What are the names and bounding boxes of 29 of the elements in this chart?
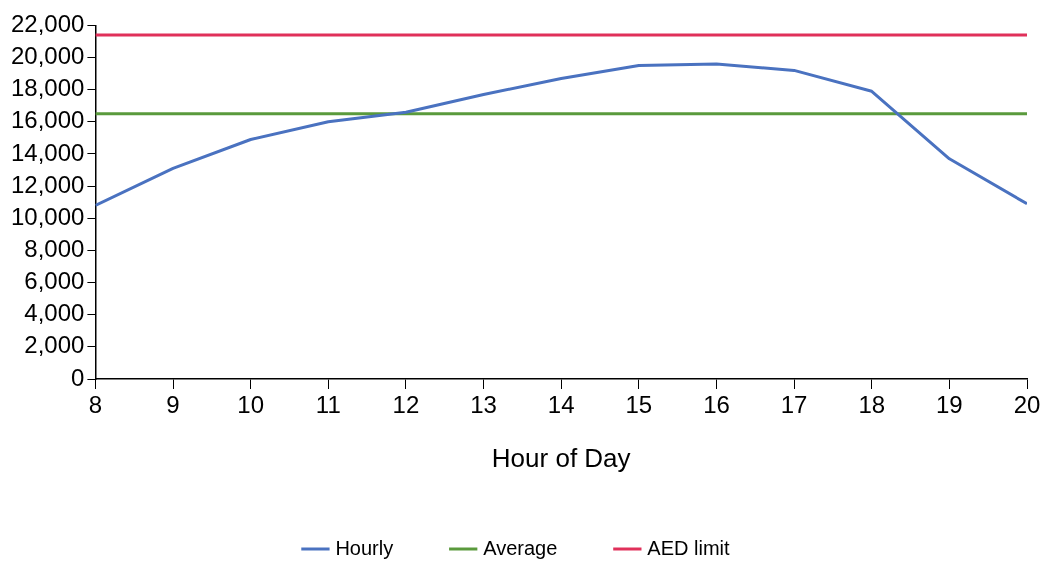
y-tick-label: 22,000	[11, 10, 85, 38]
y-tick-label: 8,000	[24, 235, 85, 263]
x-tick-label: 18	[858, 391, 886, 419]
y-tick-label: 16,000	[11, 106, 85, 134]
legend-label: Hourly	[335, 536, 394, 559]
legend-label: Average	[483, 536, 558, 559]
x-tick-label: 20	[1013, 391, 1041, 419]
x-tick-label: 10	[237, 391, 265, 419]
y-tick-label: 18,000	[11, 74, 85, 102]
legend-label: AED limit	[647, 536, 731, 559]
y-tick-label: 14,000	[11, 138, 85, 166]
y-tick-label: 12,000	[11, 170, 85, 198]
y-tick-label: 2,000	[24, 331, 85, 359]
y-tick-label: 20,000	[11, 42, 85, 70]
x-tick-label: 15	[625, 391, 653, 419]
x-tick-label: 9	[166, 391, 180, 419]
x-tick-label: 13	[470, 391, 497, 419]
x-tick-label: 16	[703, 391, 730, 419]
x-tick-label: 17	[780, 391, 808, 419]
y-tick-label: 0	[71, 363, 85, 391]
y-tick-label: 6,000	[24, 267, 85, 295]
x-tick-label: 8	[88, 391, 103, 419]
x-tick-label: 11	[315, 391, 341, 419]
x-axis-title: Hour of Day	[491, 442, 631, 473]
x-tick-label: 12	[392, 391, 420, 419]
y-tick-label: 10,000	[11, 202, 85, 230]
y-tick-label: 4,000	[24, 299, 85, 327]
x-tick-label: 14	[547, 391, 575, 419]
x-tick-label: 19	[936, 391, 963, 419]
